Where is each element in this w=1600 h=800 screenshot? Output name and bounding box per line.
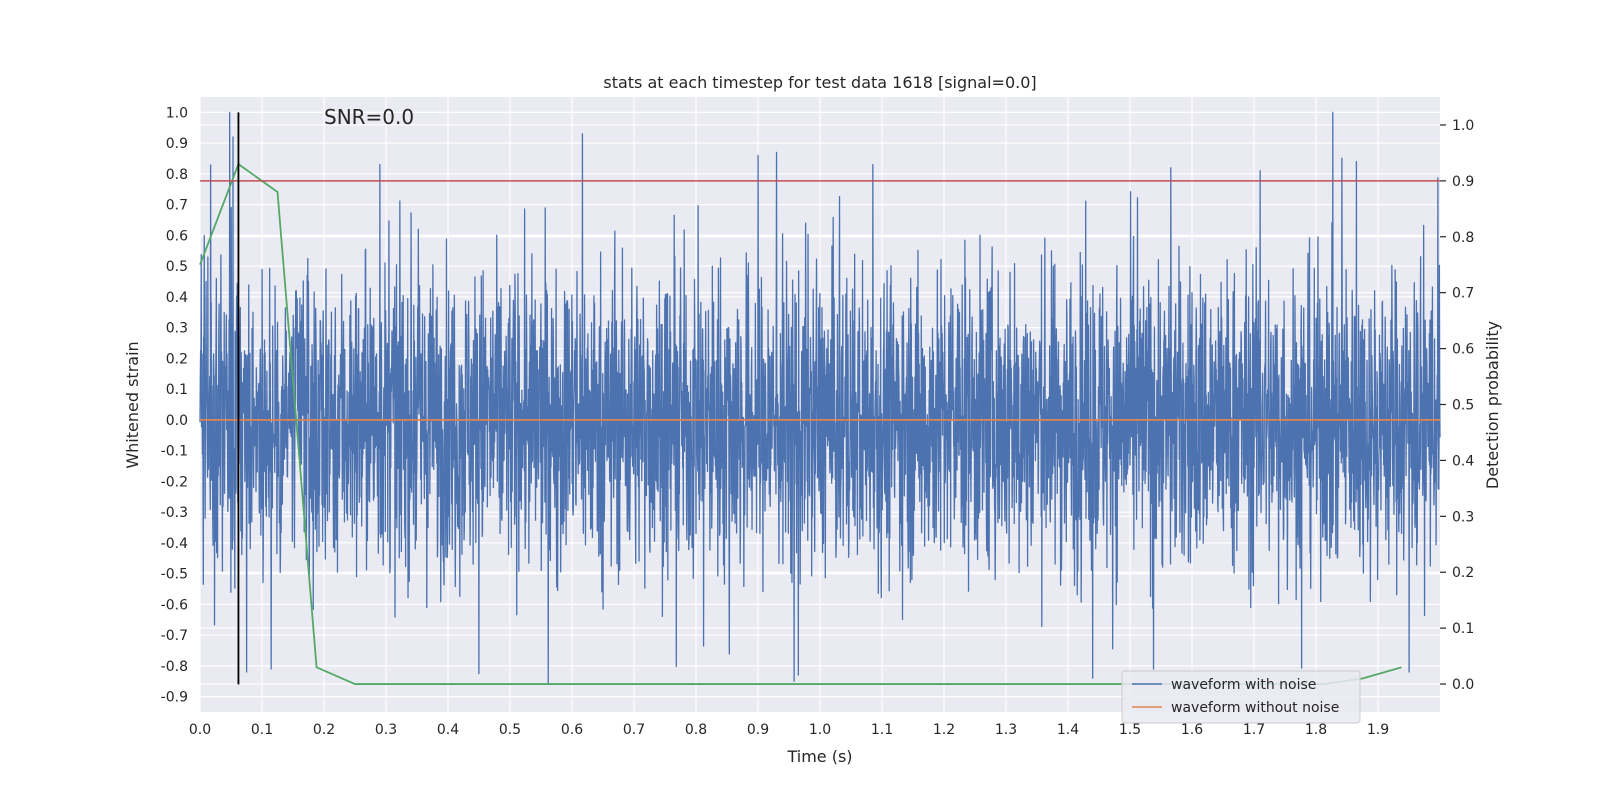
- y2-tick-label: 0.2: [1452, 565, 1474, 581]
- y-tick-label: -0.1: [161, 444, 188, 460]
- y-tick-label: 0.0: [166, 413, 188, 429]
- y-tick-label: 0.4: [166, 290, 188, 306]
- x-tick-label: 0.5: [499, 722, 521, 738]
- chart-title: stats at each timestep for test data 161…: [603, 73, 1036, 92]
- x-tick-label: 1.9: [1367, 722, 1389, 738]
- x-tick-label: 0.0: [189, 722, 211, 738]
- y-tick-label: -0.8: [161, 659, 188, 675]
- x-tick-label: 1.6: [1181, 722, 1203, 738]
- waveform-with-noise-line: [199, 111, 1441, 685]
- y2-tick-label: 0.4: [1452, 453, 1474, 469]
- x-tick-label: 0.9: [747, 722, 769, 738]
- legend: waveform with noise waveform without noi…: [1121, 670, 1361, 724]
- y2-tick-label: 0.9: [1452, 174, 1474, 190]
- x-axis-ticks: 0.0 0.1 0.2 0.3 0.4 0.5 0.6 0.7 0.8 0.9 1.0 1.1 1.2 1…: [189, 722, 1389, 738]
- y-tick-label: 0.5: [166, 259, 188, 275]
- y2-tick-label: 0.8: [1452, 230, 1474, 246]
- y-tick-label: -0.6: [161, 597, 188, 613]
- x-tick-label: 0.6: [561, 722, 583, 738]
- y-tick-label: 0.3: [166, 321, 188, 337]
- x-tick-label: 1.7: [1243, 722, 1265, 738]
- y2-axis-ticks: 1.0 0.9 0.8 0.7 0.6 0.5 0.4 0.3 0.2 0.1 0.0: [1440, 118, 1474, 693]
- y-tick-label: 0.6: [166, 228, 188, 244]
- x-tick-label: 1.3: [995, 722, 1017, 738]
- y-tick-label: 0.8: [166, 167, 188, 183]
- y2-axis-label: Detection probability: [1483, 321, 1502, 489]
- x-tick-label: 1.8: [1305, 722, 1327, 738]
- y-tick-label: 0.2: [166, 351, 188, 367]
- y-tick-label: -0.9: [161, 690, 188, 706]
- y-tick-label: 0.1: [166, 382, 188, 398]
- y2-tick-label: 0.6: [1452, 342, 1474, 358]
- y2-tick-label: 0.3: [1452, 509, 1474, 525]
- y-tick-label: -0.5: [161, 567, 188, 583]
- legend-box: [1121, 670, 1361, 724]
- y-tick-label: -0.7: [161, 628, 188, 644]
- y-axis-label: Whitened strain: [123, 341, 142, 468]
- y-tick-label: -0.3: [161, 505, 188, 521]
- x-tick-label: 0.1: [251, 722, 273, 738]
- x-tick-label: 0.3: [375, 722, 397, 738]
- snr-annotation: SNR=0.0: [324, 105, 414, 129]
- y-tick-label: -0.2: [161, 474, 188, 490]
- x-tick-label: 1.1: [871, 722, 893, 738]
- y-tick-label: 0.7: [166, 198, 188, 214]
- series-waveform-with-noise: [199, 111, 1441, 685]
- x-tick-label: 0.8: [685, 722, 707, 738]
- legend-label-clean: waveform without noise: [1171, 700, 1339, 716]
- x-tick-label: 1.5: [1119, 722, 1141, 738]
- y2-tick-label: 0.7: [1452, 286, 1474, 302]
- y-tick-label: 0.9: [166, 136, 188, 152]
- y-tick-label: -0.4: [161, 536, 188, 552]
- y2-tick-label: 0.0: [1452, 677, 1474, 693]
- y2-tick-label: 0.5: [1452, 398, 1474, 414]
- x-tick-label: 1.2: [933, 722, 955, 738]
- x-tick-label: 0.2: [313, 722, 335, 738]
- x-tick-label: 0.7: [623, 722, 645, 738]
- y2-tick-label: 0.1: [1452, 621, 1474, 637]
- legend-label-noise: waveform with noise: [1171, 677, 1316, 693]
- x-tick-label: 1.4: [1057, 722, 1079, 738]
- x-axis-label: Time (s): [786, 747, 852, 766]
- y2-tick-label: 1.0: [1452, 118, 1474, 134]
- y-tick-label: 1.0: [166, 105, 188, 121]
- x-tick-label: 0.4: [437, 722, 459, 738]
- x-tick-label: 1.0: [809, 722, 831, 738]
- y-axis-ticks: 1.0 0.9 0.8 0.7 0.6 0.5 0.4 0.3 0.2 0.1 0.0 -0.1 -0.…: [161, 105, 188, 705]
